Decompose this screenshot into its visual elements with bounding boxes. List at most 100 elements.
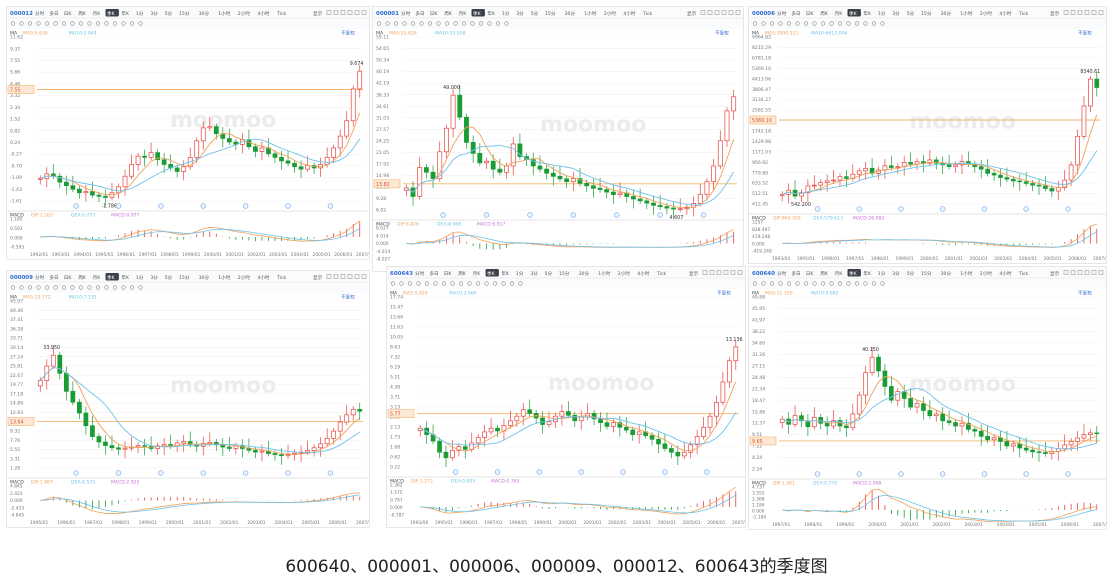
drawing-tool-icon-0[interactable]: [390, 281, 396, 286]
drawing-tool-icon-15[interactable]: [880, 21, 885, 26]
drawing-tool-icon-4[interactable]: [410, 21, 416, 26]
candle[interactable]: [1094, 78, 1100, 88]
drawing-tool-icon-12[interactable]: [854, 21, 860, 26]
candle[interactable]: [565, 411, 571, 416]
candle[interactable]: [671, 207, 676, 210]
candle[interactable]: [116, 186, 121, 194]
toolbar-icon-1[interactable]: [1070, 270, 1076, 275]
period-tab-15[interactable]: Tick: [276, 11, 286, 17]
period-tab-7[interactable]: 1分: [878, 270, 886, 277]
candle[interactable]: [617, 192, 623, 195]
drawing-tool-icon-10[interactable]: [475, 281, 481, 286]
period-tab-4[interactable]: 月K: [835, 271, 844, 277]
candle[interactable]: [637, 198, 643, 202]
candle[interactable]: [142, 445, 147, 447]
candle[interactable]: [837, 176, 843, 181]
candle[interactable]: [611, 422, 616, 427]
candle[interactable]: [482, 431, 487, 438]
drawing-tool-icon-2[interactable]: [769, 281, 775, 286]
event-marker-icon[interactable]: [620, 469, 626, 475]
candle[interactable]: [1017, 180, 1023, 183]
candle[interactable]: [985, 168, 990, 174]
period-tab-0[interactable]: 分时: [777, 10, 787, 17]
toolbar-icon-5[interactable]: [735, 10, 741, 15]
candle[interactable]: [488, 427, 494, 433]
drawing-tool-icon-13[interactable]: [121, 21, 126, 26]
candle[interactable]: [991, 437, 997, 441]
period-tab-8[interactable]: 3分: [530, 270, 538, 277]
drawing-tool-icon-13[interactable]: [501, 281, 506, 286]
candle[interactable]: [344, 120, 350, 137]
period-tab-7[interactable]: 1分: [516, 270, 524, 277]
drawing-tool-icon-2[interactable]: [407, 281, 413, 286]
candle[interactable]: [1062, 444, 1068, 450]
candle[interactable]: [597, 187, 603, 190]
drawing-tool-icon-2[interactable]: [27, 21, 33, 26]
candle[interactable]: [490, 160, 496, 170]
drawing-tool-icon-0[interactable]: [376, 21, 382, 26]
toolbar-icon-2[interactable]: [716, 270, 722, 275]
display-menu[interactable]: 显示: [687, 11, 697, 17]
event-marker-icon[interactable]: [856, 206, 862, 212]
candle[interactable]: [724, 110, 730, 142]
drawing-tool-icon-12[interactable]: [492, 281, 498, 286]
candle[interactable]: [37, 178, 43, 180]
period-tab-13[interactable]: 2小时: [238, 10, 251, 17]
candle[interactable]: [720, 381, 726, 403]
drawing-tool-icon-6[interactable]: [61, 285, 67, 290]
period-tab-15[interactable]: Tick: [642, 11, 652, 17]
candle[interactable]: [1030, 449, 1035, 453]
candle[interactable]: [651, 202, 656, 206]
drawing-tool-icon-5[interactable]: [53, 21, 58, 26]
drawing-tool-icon-5[interactable]: [795, 21, 800, 26]
toolbar-icon-5[interactable]: [361, 10, 367, 15]
drawing-tool-icon-14[interactable]: [495, 21, 501, 26]
candle[interactable]: [324, 156, 330, 165]
candle[interactable]: [889, 386, 894, 401]
event-marker-icon[interactable]: [536, 469, 543, 475]
candle[interactable]: [604, 422, 610, 427]
drawing-tool-icon-11[interactable]: [470, 21, 475, 26]
event-marker-icon[interactable]: [327, 203, 334, 209]
period-tab-12[interactable]: 1小时: [218, 10, 231, 17]
period-tab-8[interactable]: 3分: [516, 10, 524, 17]
candle[interactable]: [226, 446, 232, 449]
candle[interactable]: [233, 141, 239, 145]
event-marker-icon[interactable]: [614, 212, 620, 218]
candle[interactable]: [669, 448, 674, 453]
toolbar-icon-5[interactable]: [361, 274, 367, 279]
toolbar-icon-2[interactable]: [1077, 270, 1083, 275]
candle[interactable]: [181, 166, 187, 172]
period-tab-5[interactable]: 季K: [473, 10, 482, 17]
drawing-tool-icon-14[interactable]: [871, 21, 877, 26]
chart-panel-000009[interactable]: 000009 分时 多日 日K 周K 月K 季K 年K 1分 3分 5分 15分 30分 1小时 2小时 4小…: [6, 270, 370, 528]
candle[interactable]: [450, 450, 455, 459]
candle[interactable]: [1004, 177, 1010, 180]
drawing-tool-icon-4[interactable]: [786, 21, 792, 26]
candle[interactable]: [882, 370, 888, 387]
candle[interactable]: [475, 437, 481, 444]
period-tab-13[interactable]: 2小时: [238, 274, 251, 281]
candle[interactable]: [83, 191, 89, 194]
candle[interactable]: [155, 152, 160, 161]
candle[interactable]: [517, 143, 523, 157]
drawing-tool-icon-5[interactable]: [795, 281, 800, 286]
event-marker-icon[interactable]: [494, 469, 501, 475]
period-tab-14[interactable]: 4小时: [637, 270, 650, 277]
candle[interactable]: [135, 155, 141, 165]
stock-code[interactable]: 000009: [10, 275, 33, 281]
drawing-tool-icon-7[interactable]: [70, 21, 75, 26]
period-tab-9[interactable]: 5分: [165, 10, 173, 17]
candle[interactable]: [577, 178, 583, 184]
candle[interactable]: [253, 146, 258, 152]
period-tab-2[interactable]: 日K: [806, 11, 815, 17]
event-marker-icon[interactable]: [73, 470, 79, 476]
candle[interactable]: [559, 411, 565, 417]
chart-panel-600640[interactable]: 600640 分时 多日 日K 周K 月K 季K 年K 1分 3分 5分 15分 30分 1小时 2小时 4小…: [748, 266, 1107, 530]
candle[interactable]: [116, 447, 121, 450]
drawing-tool-icon-5[interactable]: [419, 21, 424, 26]
candle[interactable]: [1023, 447, 1029, 451]
drawing-tool-icon-7[interactable]: [70, 285, 75, 290]
period-tab-0[interactable]: 分时: [401, 10, 411, 17]
toolbar-icon-4[interactable]: [730, 270, 736, 275]
